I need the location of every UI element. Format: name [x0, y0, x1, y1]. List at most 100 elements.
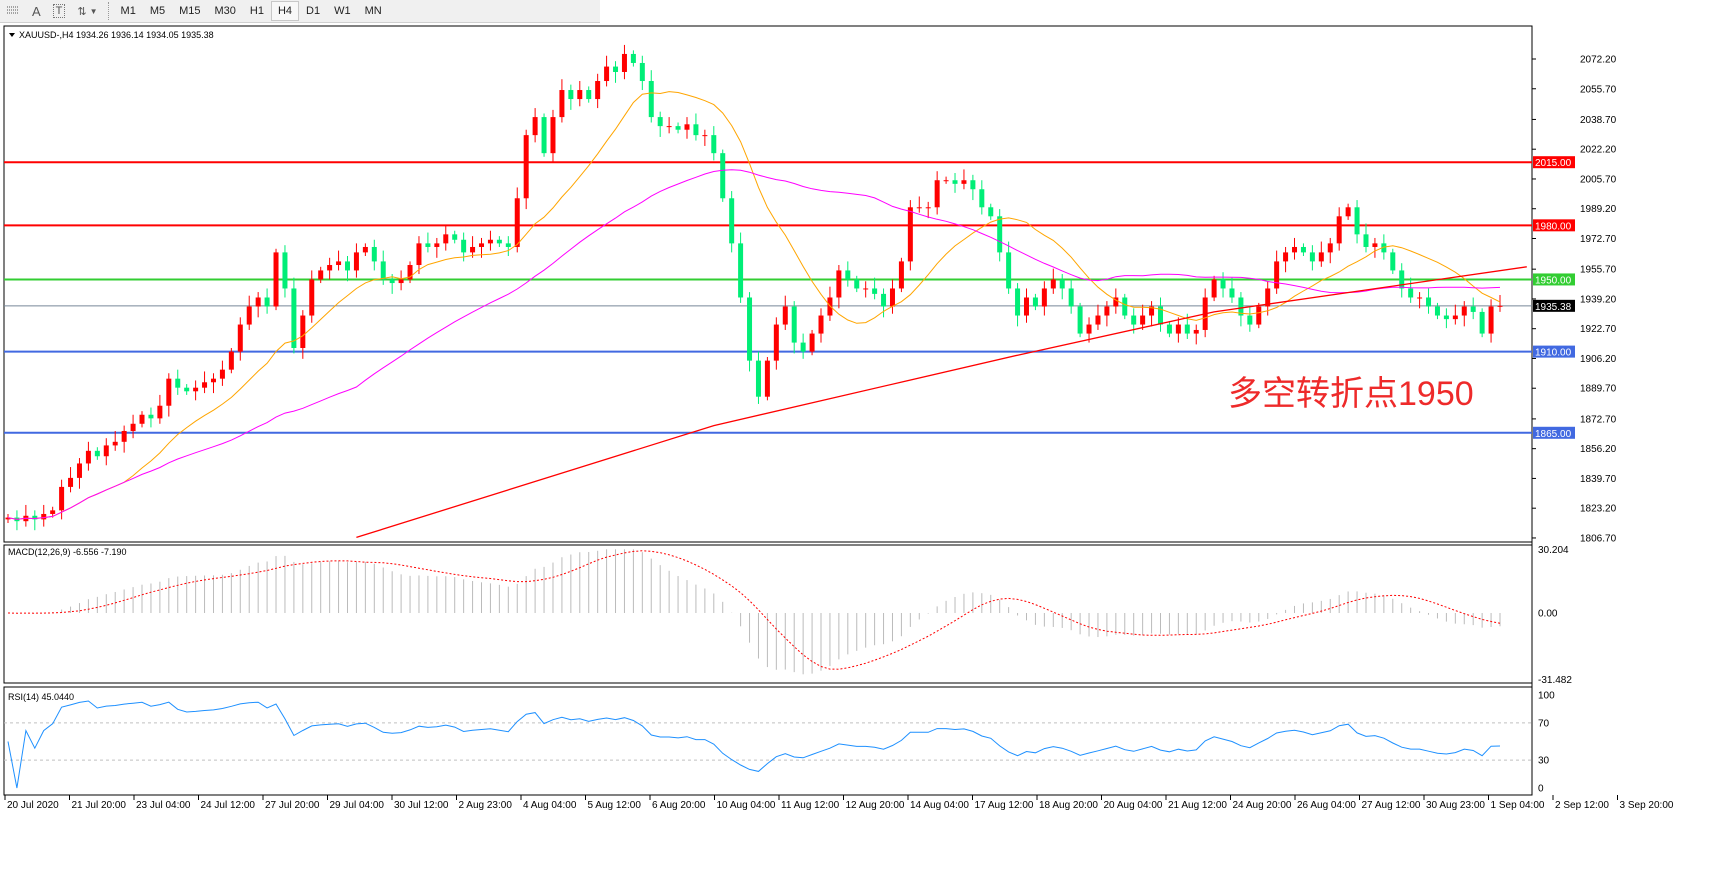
- time-tick-label: 3 Sep 20:00: [1620, 800, 1674, 811]
- level-tag-label: 1910.00: [1535, 348, 1572, 359]
- candle-body: [246, 306, 252, 325]
- time-tick-label: 27 Aug 12:00: [1362, 800, 1421, 811]
- candle-body: [228, 351, 234, 370]
- period-button-h1[interactable]: H1: [249, 5, 264, 17]
- period-button-d1[interactable]: D1: [306, 5, 321, 17]
- candle-body: [1006, 252, 1012, 289]
- candle-body: [550, 117, 556, 154]
- candle-body: [139, 414, 145, 424]
- candle-body: [1381, 243, 1387, 253]
- candle-body: [1283, 252, 1289, 262]
- time-tick-label: 18 Aug 20:00: [1039, 800, 1098, 811]
- candle-body: [541, 117, 547, 154]
- price-tick-label: 1989.20: [1580, 204, 1617, 215]
- time-tick-label: 14 Aug 04:00: [910, 800, 969, 811]
- rsi-axis-label: 30: [1538, 756, 1550, 767]
- candle-body: [1041, 288, 1047, 307]
- ma-mid-line: [7, 169, 1501, 520]
- text-label-glyph: T: [52, 4, 66, 18]
- candle-body: [1015, 288, 1021, 316]
- time-tick-label: 17 Aug 12:00: [975, 800, 1034, 811]
- candle-body: [720, 153, 726, 199]
- time-tick-label: 20 Jul 2020: [7, 800, 59, 811]
- candle-body: [76, 463, 82, 478]
- candle-body: [729, 198, 735, 244]
- candle-body: [1050, 279, 1056, 289]
- candle-body: [684, 124, 690, 130]
- rsi-line: [7, 700, 1501, 789]
- candle-body: [5, 517, 11, 520]
- candle-body: [1318, 252, 1324, 262]
- candle-body: [443, 234, 449, 244]
- candle-body: [398, 279, 404, 284]
- candle-body: [1131, 315, 1137, 325]
- candle-body: [711, 135, 717, 154]
- candle-body: [898, 261, 904, 289]
- candle-body: [738, 243, 744, 298]
- candle-body: [389, 279, 395, 284]
- candle-body: [461, 239, 467, 253]
- period-button-h4[interactable]: H4: [270, 1, 300, 21]
- candle-body: [336, 261, 342, 266]
- rsi-axis-label: 70: [1538, 718, 1550, 729]
- candle-body: [1461, 306, 1467, 316]
- candle-body: [889, 288, 895, 307]
- macd-signal-line: [7, 550, 1501, 670]
- candle-body: [1265, 288, 1271, 307]
- period-button-m15[interactable]: M15: [179, 5, 201, 17]
- candle-body: [121, 430, 127, 442]
- candle-body: [157, 405, 163, 419]
- candle-body: [997, 216, 1003, 253]
- candle-body: [309, 279, 315, 316]
- candle-body: [1345, 207, 1351, 217]
- candle-body: [94, 450, 100, 457]
- candle-body: [1086, 324, 1092, 334]
- chart-toolbar: A T ⇅ ▼ M1 M5 M15 M30 H1 H4 D1 W1 MN: [0, 0, 600, 23]
- candle-body: [568, 90, 574, 100]
- candle-body: [907, 207, 913, 262]
- candle-body: [291, 288, 297, 349]
- candle-body: [604, 66, 610, 82]
- candle-body: [1149, 306, 1155, 316]
- candle-body: [845, 270, 851, 280]
- text-label-icon[interactable]: T: [47, 1, 72, 21]
- candle-body: [934, 180, 940, 208]
- rsi-panel: [3, 686, 1533, 796]
- time-tick-label: 24 Jul 12:00: [201, 800, 256, 811]
- period-button-m5[interactable]: M5: [149, 5, 166, 17]
- main-plot: [4, 44, 1532, 539]
- collapse-triangle-icon: [9, 33, 15, 37]
- dropdown-arrow-icon[interactable]: ▼: [89, 6, 98, 16]
- period-button-m1[interactable]: M1: [120, 5, 136, 17]
- candle-body: [50, 510, 56, 514]
- period-button-m30[interactable]: M30: [214, 5, 236, 17]
- candle-body: [1193, 329, 1199, 334]
- period-button-mn[interactable]: MN: [364, 5, 382, 17]
- time-tick-label: 1 Sep 04:00: [1491, 800, 1545, 811]
- candle-body: [1470, 306, 1476, 312]
- candle-body: [1292, 246, 1298, 253]
- price-tick-label: 2072.20: [1580, 55, 1617, 66]
- time-tick-label: 30 Jul 12:00: [394, 800, 449, 811]
- period-button-w1[interactable]: W1: [334, 5, 351, 17]
- text-icon[interactable]: A: [32, 3, 41, 19]
- level-tag-label: 1950.00: [1535, 275, 1572, 286]
- candle-body: [1095, 315, 1101, 325]
- ma-slow-line: [356, 266, 1527, 539]
- candle-body: [452, 234, 458, 240]
- price-tick-label: 1972.70: [1580, 234, 1617, 245]
- period-separator-icon[interactable]: [0, 1, 26, 21]
- candle-body: [657, 117, 663, 127]
- price-tick-label: 1955.70: [1580, 265, 1617, 276]
- candle-body: [344, 261, 350, 271]
- time-tick-label: 21 Jul 20:00: [72, 800, 127, 811]
- candle-body: [836, 270, 842, 298]
- candle-body: [925, 207, 931, 209]
- level-tag: [1533, 345, 1575, 358]
- price-tick-label: 1872.70: [1580, 414, 1617, 425]
- time-tick-label: 30 Aug 23:00: [1426, 800, 1485, 811]
- candle-body: [577, 90, 583, 100]
- level-tag-label: 1865.00: [1535, 429, 1572, 440]
- arrows-icon[interactable]: ⇅ ▼: [77, 5, 98, 18]
